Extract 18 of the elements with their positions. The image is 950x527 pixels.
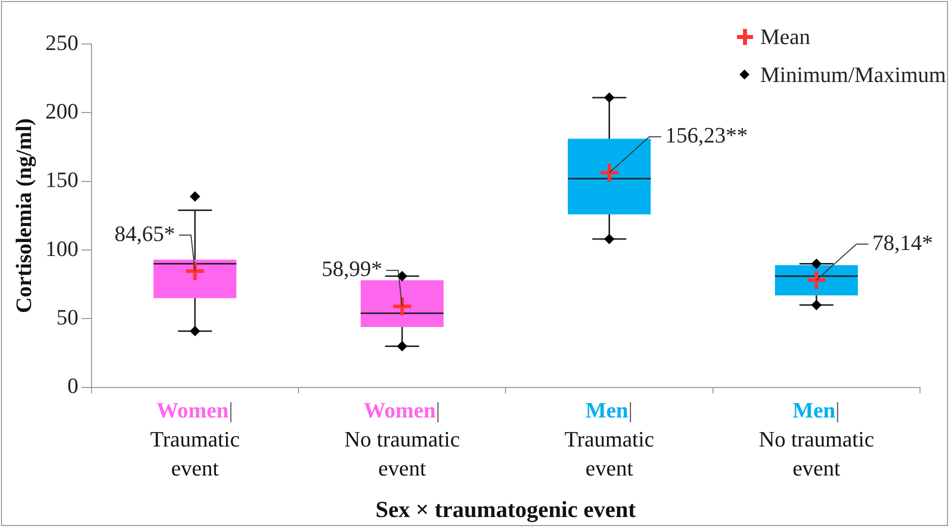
- y-tick-label: 100: [45, 236, 78, 261]
- x-tick-label: Men| Traumatic event: [564, 397, 654, 480]
- legend-label: Minimum/Maximum: [760, 62, 946, 88]
- annotation: 58,99*: [322, 256, 382, 282]
- x-axis-title: Sex × traumatogenic event: [376, 497, 636, 524]
- x-tick-label: Women| Traumatic event: [150, 397, 240, 480]
- y-tick-label: 250: [45, 30, 78, 55]
- annotation: 78,14*: [872, 230, 933, 255]
- x-tick-label: Women| No traumatic event: [344, 397, 460, 480]
- y-tick-label: 50: [56, 304, 78, 330]
- y-tick-label: 150: [45, 167, 78, 192]
- annotation: 156,23**: [665, 122, 748, 148]
- legend-label: Mean: [760, 24, 810, 50]
- x-tick-label: Men| No traumatic event: [758, 397, 874, 480]
- y-tick-label: 0: [67, 373, 78, 398]
- y-axis-title: Cortisolemia (ng/ml): [10, 118, 36, 314]
- y-tick-label: 200: [45, 98, 78, 124]
- annotation: 84,65*: [114, 220, 175, 246]
